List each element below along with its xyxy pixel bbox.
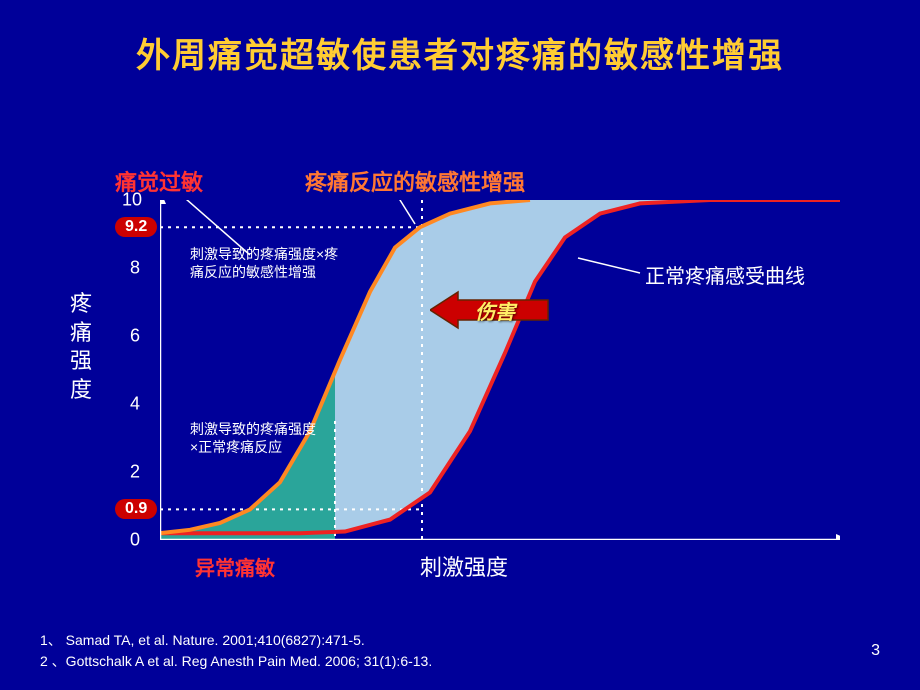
y-tick: 4 (130, 394, 140, 415)
reference-2: 2 、Gottschalk A et al. Reg Anesth Pain M… (40, 651, 432, 672)
label-sensitized: 疼痛反应的敏感性增强 (305, 165, 525, 197)
slide-title: 外周痛觉超敏使患者对疼痛的敏感性增强 (0, 0, 920, 77)
y-axis-arrow (160, 200, 166, 204)
annotation-2: 刺激导致的疼痛强度×正常疼痛反应 (190, 420, 320, 456)
y-tick: 8 (130, 258, 140, 279)
x-axis-arrow (836, 534, 840, 540)
y-badge: 0.9 (115, 499, 157, 519)
page-number: 3 (871, 642, 880, 660)
y-tick: 0 (130, 530, 140, 551)
references: 1、 Samad TA, et al. Nature. 2001;410(682… (40, 630, 432, 672)
label-normal-curve: 正常疼痛感受曲线 (645, 260, 805, 289)
y-tick: 6 (130, 326, 140, 347)
connector-top-mid (395, 200, 415, 224)
x-axis-title: 刺激强度 (420, 550, 508, 582)
chart: 0246810 9.20.9 疼痛强度 刺激强度 痛觉过敏 疼痛反应的敏感性增强… (160, 200, 840, 560)
y-tick: 2 (130, 462, 140, 483)
y-axis-title: 疼痛强度 (70, 290, 94, 404)
reference-1: 1、 Samad TA, et al. Nature. 2001;410(682… (40, 630, 432, 651)
annotation-1: 刺激导致的疼痛强度×疼痛反应的敏感性增强 (190, 245, 340, 281)
label-hyperalgesia: 痛觉过敏 (115, 165, 203, 197)
label-allodynia: 异常痛敏 (195, 552, 275, 581)
connector-right (578, 258, 640, 273)
y-badge: 9.2 (115, 217, 157, 237)
arrow-label: 伤害 (475, 296, 515, 325)
injury-arrow: 伤害 (430, 290, 550, 330)
